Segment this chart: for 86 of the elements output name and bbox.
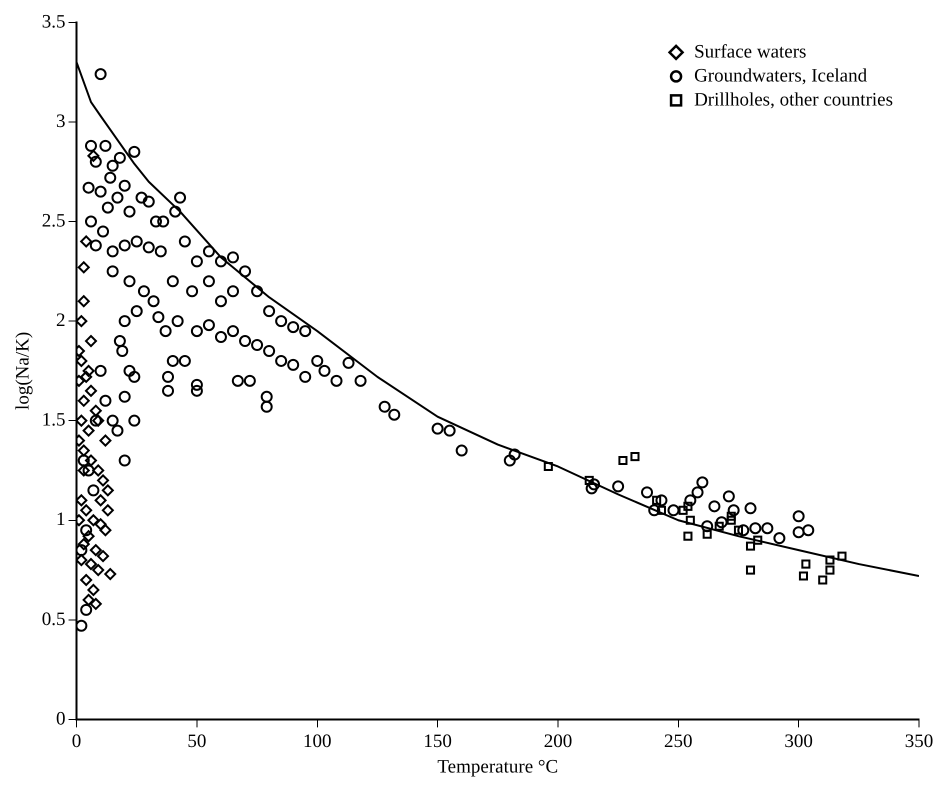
point <box>76 315 88 328</box>
point <box>97 474 110 486</box>
point <box>825 566 834 575</box>
point <box>76 414 88 427</box>
point <box>78 295 90 308</box>
y-axis-title: log(Na/K) <box>12 332 34 410</box>
x-tick-label: 50 <box>187 730 206 752</box>
x-tick-label: 150 <box>423 730 452 752</box>
point <box>726 516 736 525</box>
point <box>683 502 692 511</box>
point <box>78 261 90 274</box>
point <box>82 530 95 542</box>
point <box>818 575 828 585</box>
x-tick-label: 200 <box>544 730 572 752</box>
point <box>544 462 553 472</box>
point <box>678 506 688 515</box>
point <box>84 454 97 467</box>
y-tick-label: 1 <box>56 509 66 530</box>
point <box>92 564 104 576</box>
y-tick-label: 3.5 <box>42 11 66 32</box>
point <box>714 522 724 531</box>
point <box>683 532 692 541</box>
point <box>99 524 112 536</box>
point <box>80 574 92 586</box>
point <box>90 544 102 556</box>
point <box>798 571 808 581</box>
y-tick-label: 2.5 <box>42 210 66 232</box>
point <box>92 464 104 476</box>
point <box>80 370 92 383</box>
point <box>76 494 88 506</box>
point <box>801 560 810 569</box>
point <box>734 526 744 535</box>
point <box>76 554 88 566</box>
x-tick-label: 0 <box>72 730 82 752</box>
point <box>87 584 100 596</box>
point <box>92 414 104 427</box>
y-tick-label: 2 <box>56 310 66 332</box>
point <box>94 494 107 506</box>
point <box>584 476 594 485</box>
point <box>82 424 95 437</box>
point <box>825 556 834 565</box>
point <box>90 404 102 417</box>
y-tick-label: 3 <box>56 110 66 132</box>
point <box>99 434 112 447</box>
point <box>78 464 90 476</box>
point <box>94 518 107 530</box>
point <box>102 484 114 496</box>
point <box>102 504 114 516</box>
x-axis-title: Temperature °C <box>437 756 558 778</box>
legend-label: Groundwaters, Iceland <box>694 65 868 86</box>
point <box>656 506 666 515</box>
legend-label: Drillholes, other countries <box>694 89 894 110</box>
point <box>746 542 756 551</box>
point <box>837 552 847 561</box>
point <box>90 598 102 610</box>
point <box>746 566 756 575</box>
point <box>82 594 95 606</box>
point <box>87 150 100 162</box>
x-tick-label: 100 <box>303 730 332 752</box>
y-tick-label: 1.5 <box>42 410 66 431</box>
x-tick-label: 350 <box>904 730 934 752</box>
point <box>80 504 92 516</box>
point <box>97 550 110 562</box>
point <box>753 536 762 545</box>
point <box>84 335 97 348</box>
point <box>652 496 662 505</box>
point <box>82 364 95 377</box>
point <box>80 235 92 248</box>
point <box>78 444 90 457</box>
point <box>78 538 90 550</box>
point <box>78 394 90 407</box>
x-tick-label: 300 <box>784 730 813 752</box>
point <box>104 568 116 580</box>
point <box>726 512 736 521</box>
point <box>87 514 100 526</box>
point <box>702 530 712 539</box>
point <box>76 354 88 367</box>
legend-label: Surface waters <box>694 41 806 62</box>
x-tick-label: 250 <box>664 730 693 752</box>
point <box>630 452 640 462</box>
point <box>84 558 97 570</box>
y-tick-label: 0.5 <box>42 608 66 630</box>
point <box>686 516 695 525</box>
point <box>84 384 97 397</box>
point <box>618 456 628 466</box>
y-tick-label: 0 <box>56 708 66 730</box>
